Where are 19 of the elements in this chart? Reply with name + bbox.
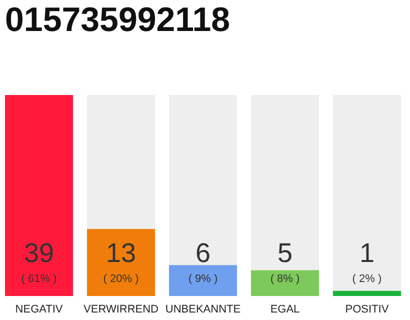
annotation: ( 61% )	[21, 273, 57, 285]
bar	[332, 290, 401, 296]
data-label: 13	[106, 238, 136, 268]
annotation: ( 8% )	[270, 273, 300, 285]
data-label: 5	[277, 238, 293, 268]
annotation: ( 2% )	[352, 273, 382, 285]
x-tick-label: NEGATIV	[15, 304, 64, 316]
x-tick-label: POSITIV	[345, 304, 390, 316]
x-tick-label: EGAL	[270, 304, 300, 316]
x-tick-label: VERWIRREND	[84, 304, 159, 316]
annotation: ( 20% )	[103, 273, 139, 285]
annotation: ( 9% )	[188, 273, 218, 285]
data-label: 6	[195, 238, 211, 268]
bar	[168, 265, 238, 296]
data-label: 1	[359, 238, 374, 268]
x-tick-label: UNBEKANNTE	[165, 304, 241, 316]
chart-title: 015735992118	[5, 1, 230, 39]
bar	[250, 270, 320, 296]
data-label: 39	[24, 238, 54, 268]
